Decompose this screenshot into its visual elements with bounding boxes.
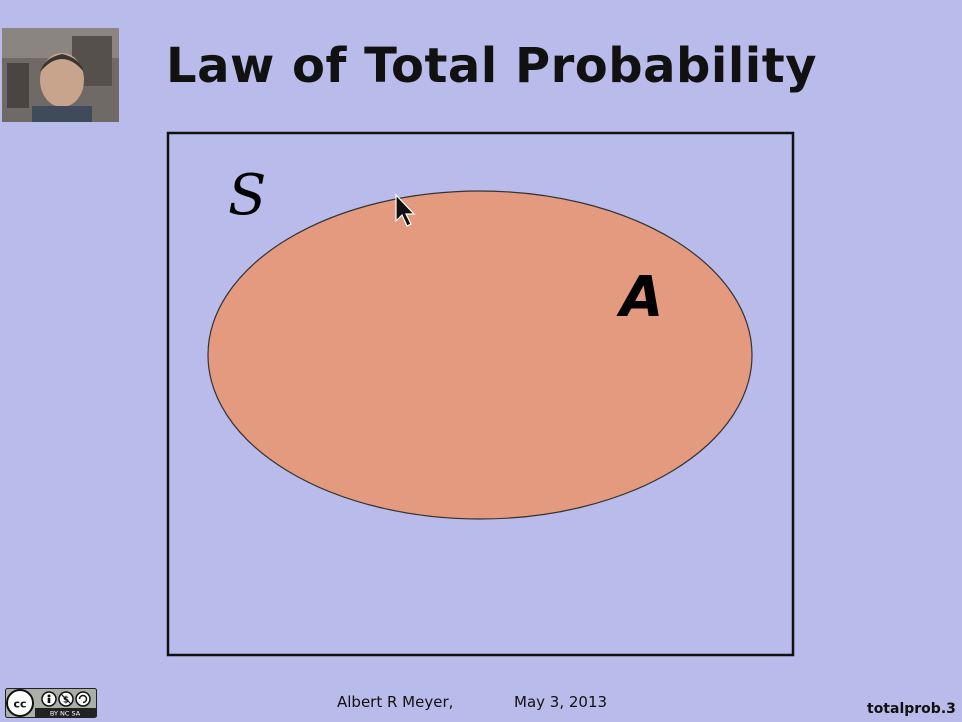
presenter-webcam-thumbnail xyxy=(2,28,119,122)
slide-id: totalprob.3 xyxy=(867,701,956,717)
footer-author: Albert R Meyer, xyxy=(337,693,454,711)
creative-commons-icon: cc $ BY NC SA xyxy=(5,688,97,718)
license-badge-text: BY NC SA xyxy=(50,710,81,718)
mouse-pointer-icon xyxy=(394,193,418,233)
event-a-label: A xyxy=(620,265,664,330)
svg-text:cc: cc xyxy=(13,698,26,711)
svg-text:$: $ xyxy=(63,696,69,706)
creative-commons-license-badge: cc $ BY NC SA xyxy=(5,688,97,718)
sample-space-box xyxy=(166,131,795,657)
footer-date: May 3, 2013 xyxy=(514,693,608,711)
sample-space-label: S xyxy=(228,163,267,228)
event-a-ellipse xyxy=(207,190,753,520)
slide-title: Law of Total Probability xyxy=(166,38,817,94)
